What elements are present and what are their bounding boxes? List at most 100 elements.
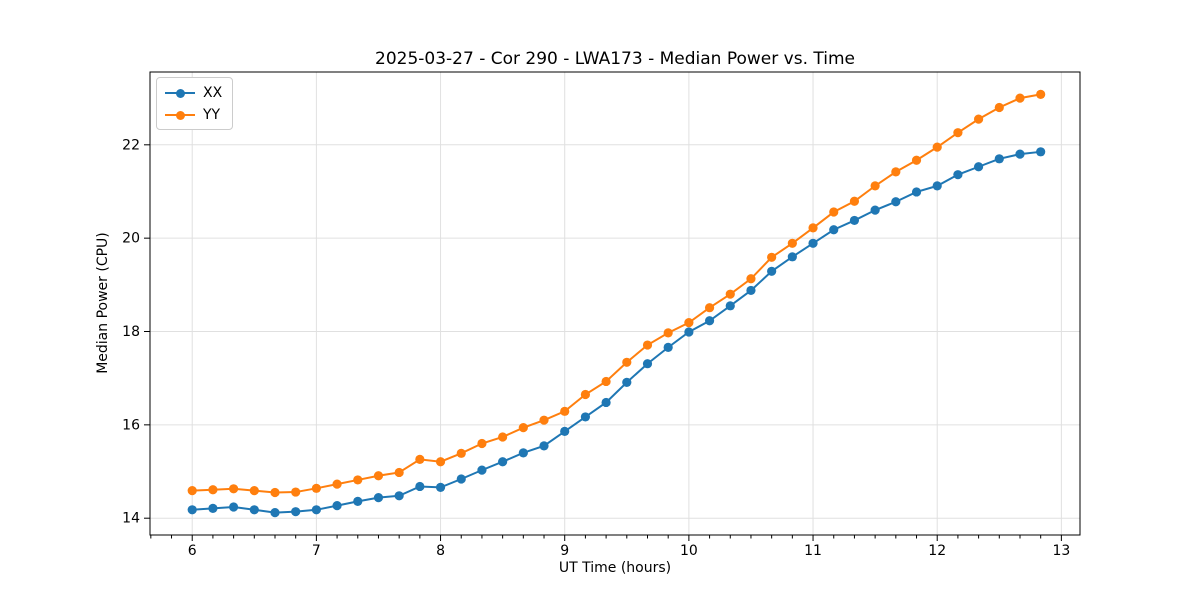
data-point-xx xyxy=(787,252,797,262)
data-point-xx xyxy=(725,301,735,311)
data-point-yy xyxy=(518,423,528,433)
data-point-yy xyxy=(932,142,942,152)
data-point-yy xyxy=(580,389,591,400)
data-point-xx xyxy=(580,412,591,422)
axis-ticks: 6 7 8 9 10 11 12 13 14 16 18 20 22 xyxy=(122,137,1070,559)
data-point-yy xyxy=(787,238,797,248)
data-point-xx xyxy=(849,215,860,226)
y-tick-label: 16 xyxy=(122,417,140,433)
data-point-xx xyxy=(311,505,321,515)
data-point-yy xyxy=(870,181,880,191)
x-tick-label: 12 xyxy=(928,543,946,559)
data-point-yy xyxy=(498,432,508,442)
data-point-xx xyxy=(229,502,239,512)
legend-label-xx: XX xyxy=(203,84,223,101)
data-point-yy xyxy=(311,483,321,493)
data-point-yy xyxy=(415,454,425,464)
data-point-xx xyxy=(249,505,259,515)
data-point-xx xyxy=(622,377,632,387)
legend-marker-yy-icon xyxy=(165,110,195,120)
data-point-yy xyxy=(249,486,259,496)
data-point-xx xyxy=(498,457,508,467)
data-point-xx xyxy=(684,327,694,337)
data-point-yy xyxy=(560,406,570,416)
data-point-yy xyxy=(746,274,756,284)
legend-label-yy: YY xyxy=(203,106,221,123)
data-point-xx xyxy=(539,441,549,451)
data-point-yy xyxy=(1015,93,1025,103)
x-tick-label: 13 xyxy=(1052,543,1070,559)
legend-item-yy: YY xyxy=(165,105,222,124)
data-point-xx xyxy=(808,238,818,248)
x-tick-label: 8 xyxy=(436,543,445,559)
data-point-yy xyxy=(394,467,404,478)
data-point-xx xyxy=(767,266,777,276)
data-point-xx xyxy=(870,205,880,215)
data-point-yy xyxy=(1036,89,1046,100)
data-point-xx xyxy=(394,491,404,501)
data-point-yy xyxy=(270,487,280,498)
data-point-yy xyxy=(973,114,984,124)
data-point-yy xyxy=(663,328,673,338)
data-point-yy xyxy=(456,448,466,458)
data-point-yy xyxy=(229,484,239,494)
data-point-xx xyxy=(829,225,839,235)
data-point-yy xyxy=(953,128,963,138)
data-point-xx xyxy=(415,481,425,492)
data-point-yy xyxy=(187,486,197,496)
data-point-xx xyxy=(353,496,363,506)
data-series xyxy=(187,89,1046,518)
y-tick-label: 22 xyxy=(122,137,140,153)
data-point-xx xyxy=(642,359,653,369)
data-point-yy xyxy=(642,340,653,350)
data-point-xx xyxy=(601,397,611,408)
data-point-yy xyxy=(911,155,922,165)
data-point-xx xyxy=(456,474,466,484)
data-point-xx xyxy=(994,154,1004,164)
data-point-yy xyxy=(725,289,735,299)
x-axis-label: UT Time (hours) xyxy=(559,560,671,576)
data-point-xx xyxy=(518,448,528,458)
data-point-yy xyxy=(208,485,218,495)
x-tick-label: 7 xyxy=(312,543,321,559)
data-point-xx xyxy=(291,507,301,517)
y-tick-label: 20 xyxy=(122,231,140,247)
x-tick-label: 10 xyxy=(680,543,698,559)
data-point-xx xyxy=(704,316,715,326)
data-point-yy xyxy=(601,376,611,387)
chart-title: 2025-03-27 - Cor 290 - LWA173 - Median P… xyxy=(375,49,855,69)
x-tick-label: 11 xyxy=(804,543,822,559)
data-point-xx xyxy=(746,285,756,296)
data-point-xx xyxy=(663,342,673,352)
gridlines xyxy=(150,72,1080,535)
data-point-yy xyxy=(622,357,632,367)
data-point-yy xyxy=(477,438,487,449)
data-point-yy xyxy=(539,415,549,425)
series-line-yy xyxy=(192,93,1041,494)
data-point-xx xyxy=(477,465,487,475)
data-point-yy xyxy=(704,303,715,313)
data-point-yy xyxy=(767,252,777,262)
data-point-yy xyxy=(994,102,1004,113)
data-point-xx xyxy=(560,426,570,436)
data-point-yy xyxy=(373,471,384,481)
data-point-xx xyxy=(270,507,280,518)
data-point-yy xyxy=(829,207,839,217)
data-point-xx xyxy=(208,503,218,513)
data-point-yy xyxy=(849,196,860,206)
data-point-xx xyxy=(435,482,446,492)
data-point-yy xyxy=(808,223,818,233)
data-point-xx xyxy=(1036,147,1046,157)
data-point-yy xyxy=(353,475,363,485)
y-tick-label: 18 xyxy=(122,324,140,340)
series-line-xx xyxy=(192,150,1041,514)
data-point-xx xyxy=(187,505,197,515)
legend: XX YY xyxy=(156,77,234,130)
x-tick-label: 9 xyxy=(560,543,569,559)
data-point-xx xyxy=(932,181,942,191)
y-axis-label: Median Power (CPU) xyxy=(95,232,111,374)
data-point-yy xyxy=(332,479,342,489)
legend-marker-xx-icon xyxy=(165,88,195,98)
